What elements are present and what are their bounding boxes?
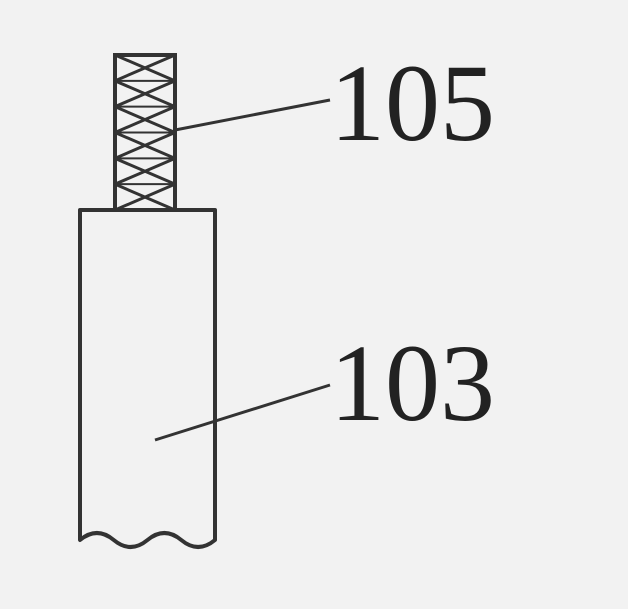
screw-part xyxy=(115,55,175,210)
shaft-part xyxy=(80,210,215,547)
label-103: 103 xyxy=(330,322,495,444)
diagram-svg: 105 103 xyxy=(0,0,628,609)
leader-lines xyxy=(155,100,330,440)
label-105: 105 xyxy=(330,42,495,164)
